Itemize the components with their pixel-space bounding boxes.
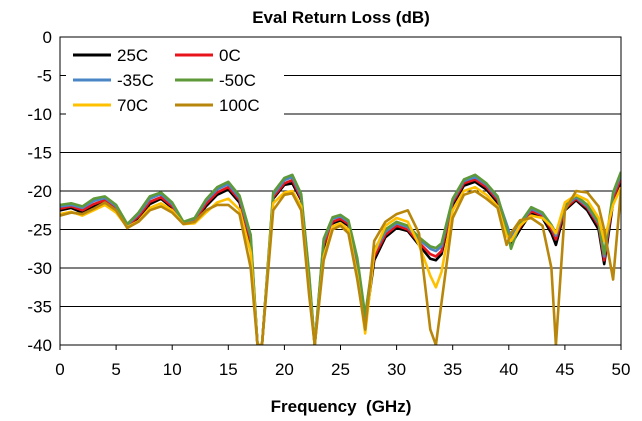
x-tick-label: 30	[387, 360, 406, 379]
y-tick-label: -20	[27, 182, 52, 201]
y-tick-label: -5	[37, 67, 52, 86]
y-tick-label: -10	[27, 105, 52, 124]
x-tick-label: 40	[499, 360, 518, 379]
legend-label: -50C	[219, 71, 256, 90]
x-tick-label: 25	[331, 360, 350, 379]
x-tick-label: 5	[111, 360, 120, 379]
legend-label: 70C	[117, 96, 148, 115]
series-lines	[60, 171, 621, 345]
y-tick-label: -15	[27, 144, 52, 163]
x-tick-label: 15	[219, 360, 238, 379]
y-tick-label: -35	[27, 298, 52, 317]
legend: 25C 0C -35C -50C 70C 100C	[66, 42, 284, 120]
y-tick-label: 0	[43, 28, 52, 47]
legend-label: -35C	[117, 71, 154, 90]
series-line-100C	[60, 189, 621, 345]
x-tick-label: 35	[443, 360, 462, 379]
x-tick-label: 50	[612, 360, 631, 379]
x-tick-label: 20	[275, 360, 294, 379]
series-line--50C	[60, 171, 621, 345]
y-tick-label: -40	[27, 336, 52, 355]
legend-label: 0C	[219, 46, 241, 65]
y-tick-label: -30	[27, 259, 52, 278]
plot-area-border	[59, 36, 622, 346]
x-tick-label: 0	[55, 360, 64, 379]
legend-label: 100C	[219, 96, 260, 115]
x-tick-label: 45	[555, 360, 574, 379]
chart-title: Eval Return Loss (dB)	[252, 8, 430, 27]
y-tick-label: -25	[27, 221, 52, 240]
x-axis-title: Frequency (GHz)	[271, 397, 412, 416]
axis-ticks: 0-5-10-15-20-25-30-35-400 5 10 15 20 25 30 35 40…	[27, 28, 630, 379]
x-tick-label: 10	[163, 360, 182, 379]
legend-label: 25C	[117, 46, 148, 65]
series-line-70C	[60, 185, 621, 345]
